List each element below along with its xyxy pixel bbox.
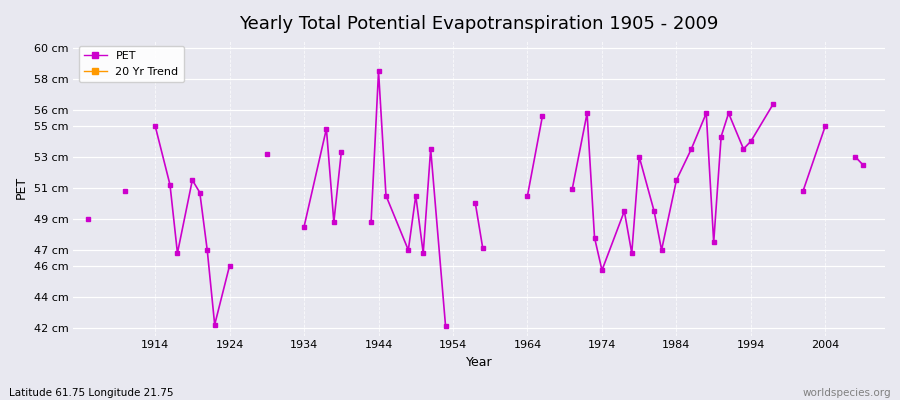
Text: Latitude 61.75 Longitude 21.75: Latitude 61.75 Longitude 21.75	[9, 388, 174, 398]
Text: worldspecies.org: worldspecies.org	[803, 388, 891, 398]
X-axis label: Year: Year	[466, 356, 492, 369]
Legend: PET, 20 Yr Trend: PET, 20 Yr Trend	[78, 46, 184, 82]
Title: Yearly Total Potential Evapotranspiration 1905 - 2009: Yearly Total Potential Evapotranspiratio…	[239, 15, 719, 33]
Y-axis label: PET: PET	[15, 176, 28, 200]
